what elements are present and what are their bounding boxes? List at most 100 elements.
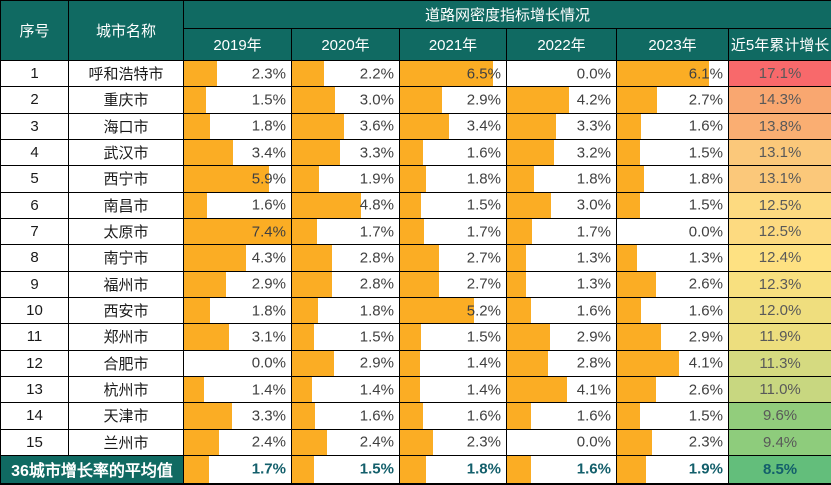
value-bar [292, 272, 333, 297]
value-bar [292, 377, 313, 402]
value-bar [292, 166, 320, 192]
value-text: 1.5% [466, 196, 501, 214]
value-text: 1.6% [359, 407, 394, 425]
value-cell: 4.3% [183, 244, 292, 272]
value-text: 1.3% [576, 275, 611, 293]
cumulative-cell: 11.9% [727, 323, 831, 351]
value-cell: 2.9% [399, 86, 507, 114]
value-cell: 3.3% [291, 138, 400, 167]
table-row: 7 太原市 7.4% 1.7% 1.7% 1.7% 0.0% 12.5% [0, 217, 831, 246]
value-text: 2.8% [359, 275, 394, 293]
value-bar [507, 166, 534, 192]
value-cell: 1.9% [616, 454, 729, 485]
value-bar [400, 377, 421, 402]
value-cell: 1.6% [506, 454, 617, 485]
value-cell: 1.7% [506, 217, 617, 246]
value-bar [292, 193, 362, 218]
value-text: 6.1% [688, 65, 723, 83]
value-bar [184, 298, 211, 323]
value-text: 1.4% [359, 381, 394, 399]
value-bar [292, 87, 336, 113]
value-text: 1.7% [466, 223, 501, 241]
value-cell: 2.8% [291, 270, 400, 298]
table-row: 14 天津市 3.3% 1.6% 1.6% 1.6% 1.5% 9.6% [0, 402, 831, 430]
city-name-cell: 武汉市 [68, 138, 184, 167]
city-name-cell: 郑州市 [68, 323, 184, 351]
value-bar [400, 456, 426, 483]
table-body: 1 呼和浩特市 2.3% 2.2% 6.5% 0.0% 6.1% 17.1% 2… [0, 59, 831, 485]
cumulative-cell: 12.3% [727, 270, 831, 298]
value-cell: 0.0% [183, 349, 292, 377]
value-text: 1.4% [251, 381, 286, 399]
value-text: 1.8% [688, 170, 723, 188]
value-bar [400, 114, 449, 139]
value-text: 2.9% [359, 354, 394, 372]
value-bar [400, 61, 494, 86]
value-cell: 1.3% [616, 244, 729, 272]
value-text: 3.6% [359, 117, 394, 135]
value-cell: 1.9% [291, 165, 400, 193]
value-text: 3.3% [359, 144, 394, 162]
value-bar [507, 377, 568, 402]
header-year-2020: 2020年 [291, 28, 400, 61]
value-text: 0.0% [251, 354, 286, 372]
value-cell: 2.2% [291, 59, 400, 88]
value-text: 1.3% [576, 249, 611, 267]
value-text: 1.5% [688, 407, 723, 425]
value-text: 5.9% [251, 170, 286, 188]
cumulative-cell: 13.1% [727, 138, 831, 167]
value-text: 1.6% [576, 407, 611, 425]
value-cell: 3.6% [291, 112, 400, 140]
value-cell: 1.7% [183, 454, 292, 485]
value-cell: 1.6% [183, 191, 292, 219]
value-cell: 3.3% [183, 402, 292, 430]
value-bar [400, 430, 433, 455]
value-cell: 2.9% [616, 323, 729, 351]
value-cell: 1.5% [616, 402, 729, 430]
value-bar [400, 140, 423, 165]
value-cell: 1.3% [506, 244, 617, 272]
value-cell: 3.2% [506, 138, 617, 167]
value-bar [184, 87, 206, 113]
row-index-cell: 12 [0, 349, 69, 377]
value-text: 2.9% [251, 275, 286, 293]
cumulative-cell: 17.1% [727, 59, 831, 88]
value-bar [184, 114, 211, 139]
value-text: 4.1% [576, 381, 611, 399]
value-bar [617, 114, 641, 139]
value-text: 6.5% [466, 65, 501, 83]
value-bar [184, 430, 219, 455]
value-bar [617, 298, 641, 323]
row-index-cell: 14 [0, 402, 69, 430]
value-bar [617, 87, 658, 113]
value-cell: 1.4% [291, 375, 400, 404]
value-cell: 1.6% [506, 296, 617, 325]
value-cell: 1.8% [616, 165, 729, 193]
value-text: 3.4% [251, 144, 286, 162]
value-bar [617, 377, 656, 402]
value-cell: 3.3% [506, 112, 617, 140]
value-cell: 1.8% [183, 112, 292, 140]
cumulative-cell: 12.5% [727, 217, 831, 246]
value-bar [292, 114, 345, 139]
city-name-cell: 兰州市 [68, 428, 184, 456]
value-cell: 1.5% [291, 323, 400, 351]
value-bar [617, 61, 709, 86]
value-bar [292, 245, 333, 271]
value-bar [184, 140, 234, 165]
table-row: 8 南宁市 4.3% 2.8% 2.7% 1.3% 1.3% 12.4% [0, 244, 831, 272]
value-bar [617, 430, 652, 455]
value-cell: 4.1% [616, 349, 729, 377]
value-bar [507, 193, 552, 218]
value-bar [617, 351, 679, 376]
cumulative-cell: 11.0% [727, 375, 831, 404]
value-cell: 5.2% [399, 296, 507, 325]
value-bar [507, 298, 531, 323]
cumulative-cell: 13.1% [727, 165, 831, 193]
value-text: 1.6% [466, 144, 501, 162]
value-bar [184, 166, 270, 192]
value-text: 1.8% [466, 170, 501, 188]
value-cell: 4.1% [506, 375, 617, 404]
value-text: 4.1% [688, 354, 723, 372]
value-cell: 1.8% [291, 296, 400, 325]
